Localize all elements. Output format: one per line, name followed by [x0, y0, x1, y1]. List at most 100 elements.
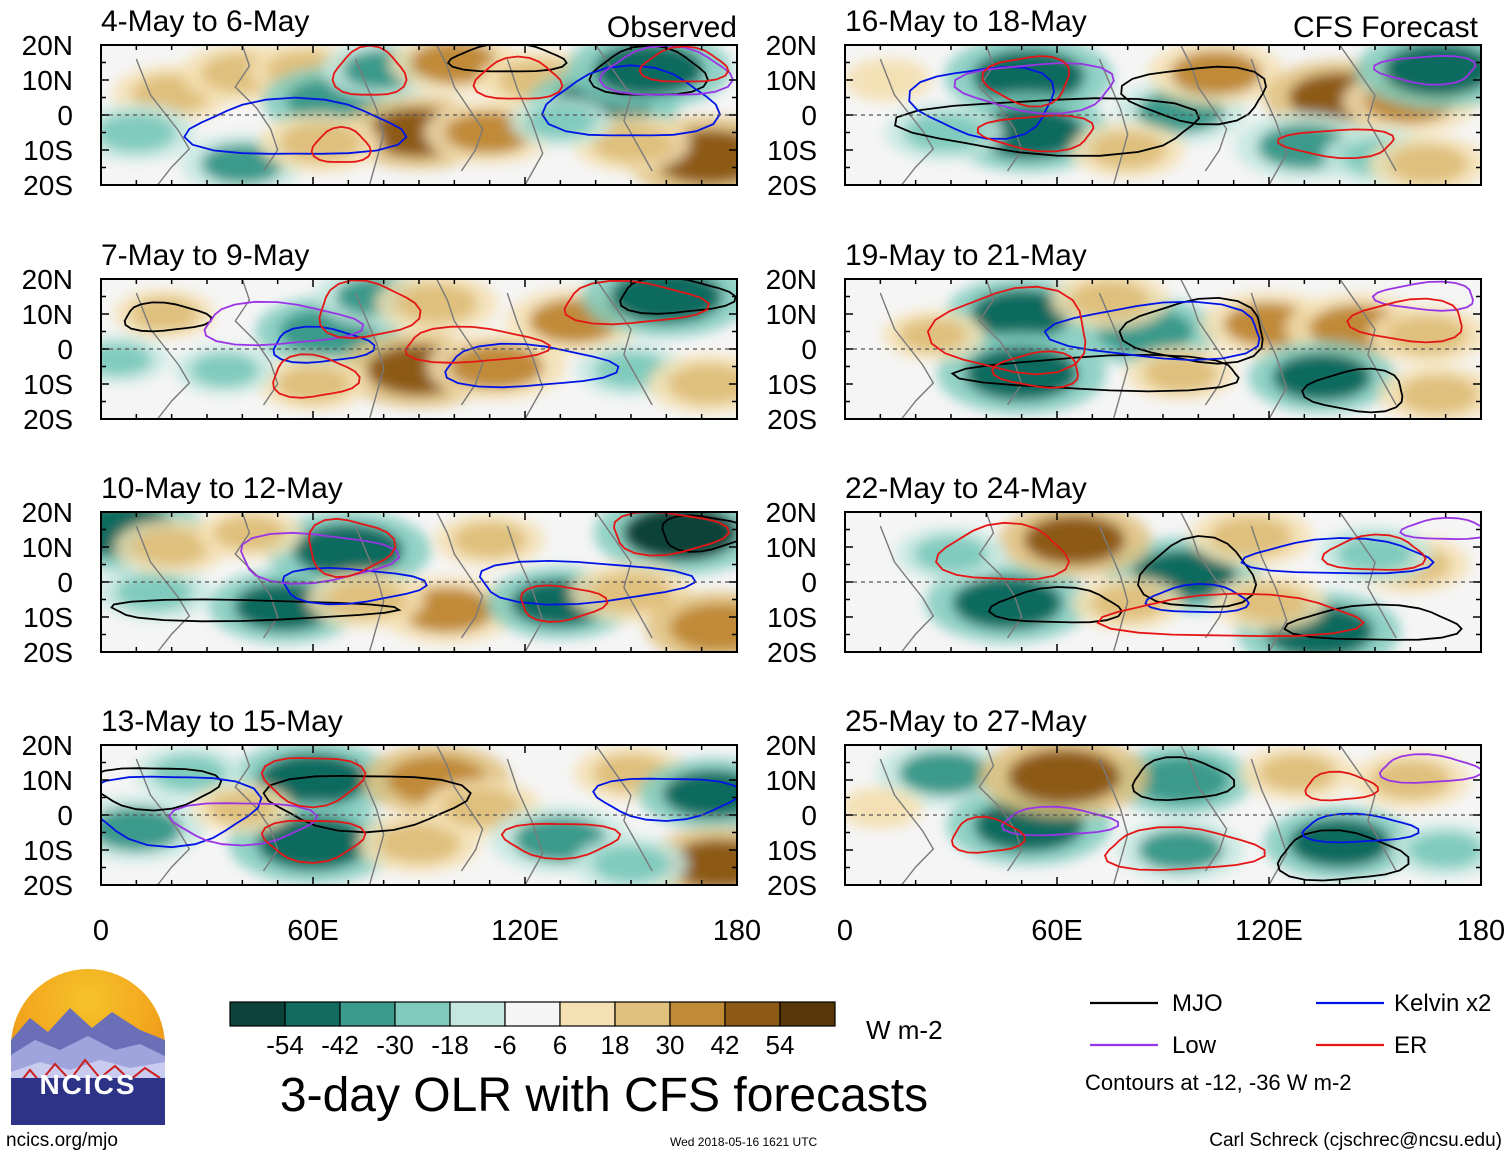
coastline: [436, 45, 484, 172]
coastline: [1339, 512, 1397, 639]
colorbar: -54 -42 -30 -18 -6 6 18 30 42 54: [229, 1001, 836, 1060]
contour-mjo: [950, 353, 1240, 393]
olr-anomaly-cell: [669, 603, 737, 652]
y-tick-label: 0: [57, 334, 73, 365]
colorbar-swatch: [559, 1001, 616, 1027]
y-tick-label: 10N: [766, 299, 817, 330]
contour-er: [404, 325, 551, 364]
olr-anomaly-cell: [1259, 754, 1336, 792]
contour-kelvin: [908, 65, 1055, 140]
contour-er: [308, 517, 397, 579]
contour-mjo: [1276, 829, 1410, 882]
legend: MJO Kelvin x2 Low ER: [1090, 990, 1491, 1059]
olr-anomaly-cell: [667, 364, 737, 404]
x-tick-label: 0: [837, 915, 853, 947]
olr-anomaly-cell: [1138, 829, 1224, 871]
olr-anomaly-cell: [591, 123, 671, 163]
contour-low: [953, 62, 1115, 115]
legend-label: Kelvin x2: [1394, 990, 1491, 1017]
coastline: [978, 745, 1023, 872]
panel-title: 13-May to 15-May: [101, 705, 343, 738]
panel-title: 10-May to 12-May: [101, 472, 343, 505]
coastline: [879, 758, 935, 885]
olr-anomaly-cell: [609, 279, 723, 324]
coastline: [234, 279, 279, 406]
coastline: [595, 512, 653, 639]
colorbar-swatch: [284, 1001, 341, 1027]
y-tick-label: 20N: [766, 30, 817, 61]
olr-anomaly-cell: [152, 755, 227, 791]
olr-anomaly-cell: [1070, 280, 1150, 320]
x-tick-label: 120E: [491, 915, 559, 947]
contour-er: [520, 584, 609, 623]
coastline: [354, 58, 385, 185]
y-tick-label: 10N: [766, 765, 817, 796]
olr-anomaly-cell: [1170, 51, 1262, 95]
olr-panel: 20N 10N 0 10S 20S 13-May to 15-May 0 60E 120E 180: [22, 705, 762, 947]
y-tick-label: 10N: [22, 299, 73, 330]
colorbar-swatch: [614, 1001, 671, 1027]
olr-anomaly-cell: [1089, 131, 1166, 169]
contour-er: [1103, 826, 1266, 872]
source-url[interactable]: ncics.org/mjo: [6, 1130, 118, 1151]
coastline: [595, 279, 653, 406]
timestamp: Wed 2018-05-16 1621 UTC: [670, 1135, 818, 1149]
colorbar-label: 6: [553, 1030, 567, 1060]
colorbar-swatch: [779, 1001, 836, 1027]
y-tick-label: 20S: [23, 637, 73, 668]
contour-mjo: [1120, 65, 1267, 126]
contour-er: [1321, 533, 1427, 571]
y-tick-label: 10N: [766, 532, 817, 563]
contour-er: [310, 125, 372, 163]
contour-kelvin: [1301, 812, 1420, 844]
contour-er: [331, 45, 408, 96]
contour-mjo: [446, 45, 568, 73]
contour-er: [976, 114, 1095, 153]
x-tick-label: 0: [93, 915, 109, 947]
coastline: [1180, 512, 1228, 639]
contour-er: [260, 757, 367, 809]
olr-anomaly-cell: [1272, 353, 1372, 401]
colorbar-label: 30: [656, 1030, 685, 1060]
contour-kelvin: [1240, 537, 1435, 575]
colorbar-swatch: [339, 1001, 396, 1027]
contour-kelvin: [444, 342, 620, 389]
olr-anomaly-cell: [101, 113, 176, 152]
colorbar-label: -42: [321, 1030, 359, 1060]
coastline: [506, 525, 544, 652]
contour-low: [168, 802, 319, 847]
y-tick-label: 10S: [767, 835, 817, 866]
olr-anomaly-cell: [593, 45, 704, 96]
coastline: [1180, 745, 1228, 872]
olr-anomaly-cell: [914, 536, 988, 572]
x-tick-label: 180: [1457, 915, 1505, 947]
coastline: [135, 525, 191, 652]
contour-mjo: [1118, 296, 1264, 365]
coastline: [135, 292, 191, 419]
y-tick-label: 10N: [22, 532, 73, 563]
olr-anomaly-cell: [395, 283, 478, 324]
coastline: [1098, 758, 1129, 885]
olr-anomaly-cell: [1408, 832, 1481, 868]
contour-er: [500, 822, 622, 861]
contour-kelvin: [1043, 300, 1261, 362]
colorbar-swatch: [449, 1001, 506, 1027]
panel-title: 22-May to 24-May: [845, 472, 1087, 505]
coastline: [1250, 58, 1288, 185]
legend-label: MJO: [1172, 990, 1223, 1017]
contour-low: [598, 45, 735, 96]
olr-anomaly-cell: [1370, 760, 1450, 800]
y-tick-label: 20S: [767, 870, 817, 901]
x-tick-label: 180: [713, 915, 761, 947]
y-tick-label: 0: [801, 800, 817, 831]
colorbar-label: 18: [601, 1030, 630, 1060]
olr-anomaly-cell: [279, 123, 362, 163]
x-tick-label: 60E: [1031, 915, 1083, 947]
olr-anomaly-cell: [1007, 749, 1121, 804]
contour-er: [1304, 770, 1379, 802]
olr-anomaly-cell: [450, 343, 544, 390]
contour-mjo: [1283, 603, 1463, 641]
olr-anomaly-cell: [970, 289, 1073, 339]
y-tick-label: 0: [57, 100, 73, 131]
coastline: [135, 758, 191, 885]
